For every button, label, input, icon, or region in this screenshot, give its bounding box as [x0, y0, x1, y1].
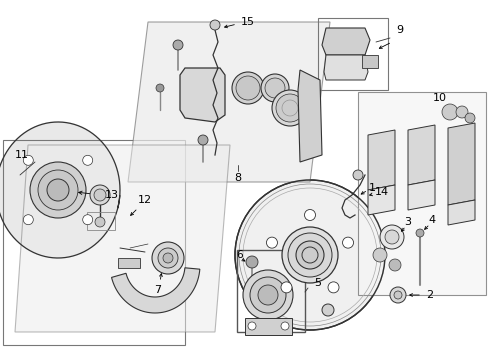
Text: 10: 10: [432, 93, 446, 103]
Circle shape: [173, 40, 183, 50]
Circle shape: [304, 210, 315, 220]
Polygon shape: [128, 22, 329, 182]
Circle shape: [295, 241, 324, 269]
Bar: [244, 318, 291, 335]
Circle shape: [393, 291, 401, 299]
Text: 2: 2: [426, 290, 433, 300]
Polygon shape: [297, 70, 321, 162]
Bar: [361, 55, 377, 68]
Circle shape: [30, 162, 86, 218]
Polygon shape: [111, 268, 200, 313]
Text: 1: 1: [368, 183, 375, 193]
Text: 14: 14: [374, 187, 388, 197]
Circle shape: [282, 227, 337, 283]
Circle shape: [152, 242, 183, 274]
Circle shape: [261, 74, 288, 102]
Bar: [237, 250, 305, 332]
Polygon shape: [321, 28, 369, 55]
Circle shape: [249, 277, 285, 313]
Circle shape: [94, 189, 106, 201]
Circle shape: [388, 259, 400, 271]
Circle shape: [198, 135, 207, 145]
Circle shape: [231, 72, 264, 104]
Polygon shape: [357, 92, 485, 295]
Circle shape: [287, 233, 331, 277]
Bar: [118, 258, 140, 268]
Circle shape: [47, 179, 69, 201]
Polygon shape: [0, 122, 120, 258]
Circle shape: [264, 78, 285, 98]
Circle shape: [38, 170, 78, 210]
Circle shape: [266, 237, 277, 248]
Circle shape: [23, 155, 33, 165]
Text: 11: 11: [15, 150, 29, 160]
Text: 12: 12: [138, 195, 152, 205]
Text: 8: 8: [234, 173, 241, 183]
Circle shape: [455, 106, 467, 118]
Polygon shape: [447, 200, 474, 225]
Text: 9: 9: [396, 25, 403, 35]
Text: 6: 6: [236, 250, 243, 260]
Circle shape: [95, 217, 105, 227]
Polygon shape: [367, 130, 394, 190]
Bar: [87, 212, 115, 230]
Polygon shape: [407, 180, 434, 210]
Circle shape: [415, 229, 423, 237]
Text: 4: 4: [427, 215, 435, 225]
Circle shape: [389, 287, 405, 303]
Circle shape: [235, 180, 384, 330]
Circle shape: [243, 270, 292, 320]
Circle shape: [321, 304, 333, 316]
Circle shape: [464, 113, 474, 123]
Circle shape: [281, 282, 291, 293]
Polygon shape: [407, 125, 434, 185]
Text: 7: 7: [154, 285, 161, 295]
Polygon shape: [324, 55, 367, 80]
Circle shape: [384, 230, 398, 244]
Circle shape: [236, 76, 260, 100]
Bar: [317, 18, 387, 90]
Circle shape: [158, 248, 178, 268]
Circle shape: [441, 104, 457, 120]
Circle shape: [82, 215, 93, 225]
Polygon shape: [15, 145, 229, 332]
Circle shape: [281, 322, 288, 330]
Text: 5: 5: [314, 278, 321, 288]
Circle shape: [379, 225, 403, 249]
Circle shape: [245, 256, 258, 268]
Circle shape: [156, 84, 163, 92]
Circle shape: [258, 285, 278, 305]
Circle shape: [23, 215, 33, 225]
Circle shape: [352, 170, 362, 180]
Circle shape: [163, 253, 173, 263]
Polygon shape: [180, 68, 224, 122]
Circle shape: [372, 248, 386, 262]
Text: 15: 15: [241, 17, 254, 27]
Polygon shape: [447, 123, 474, 205]
Circle shape: [247, 322, 256, 330]
Circle shape: [327, 282, 338, 293]
Text: 13: 13: [105, 190, 119, 200]
Circle shape: [209, 20, 220, 30]
Circle shape: [342, 237, 353, 248]
Circle shape: [90, 185, 110, 205]
Circle shape: [271, 90, 307, 126]
Bar: [3, 140, 184, 345]
Text: 3: 3: [404, 217, 411, 227]
Circle shape: [275, 94, 304, 122]
Circle shape: [82, 155, 93, 165]
Polygon shape: [367, 185, 394, 215]
